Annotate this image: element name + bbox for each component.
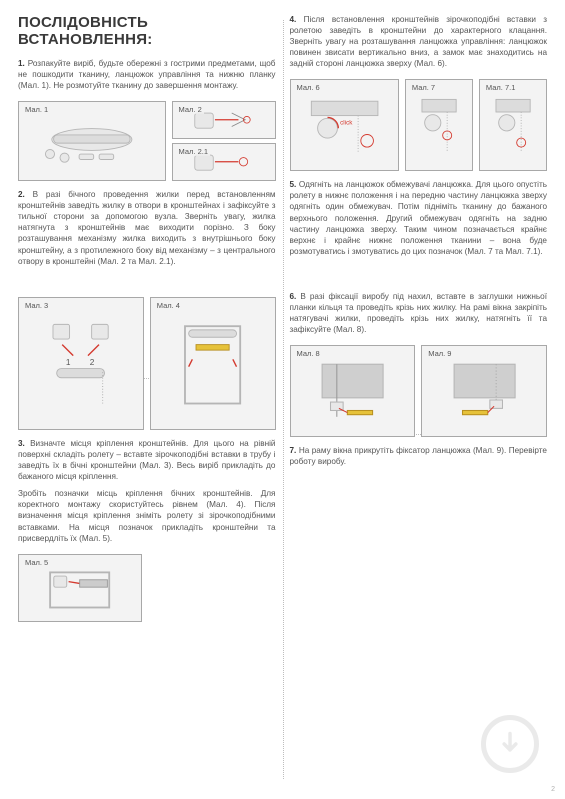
right-column: 4. Після встановлення кронштейнів зірочк… [290, 14, 548, 789]
drill-bracket-icon [28, 565, 131, 611]
watermark-icon [481, 715, 539, 773]
step-3: 3. Визначте місця кріплення кронштейнів.… [18, 438, 276, 482]
figure-7-1-caption: Мал. 7.1 [484, 83, 517, 92]
fig-row-6-7: Мал. 6 click Мал. 7 [290, 79, 548, 171]
figure-4-caption: Мал. 4 [155, 301, 182, 310]
assembly-icon: 1 2 [28, 317, 133, 409]
step-7: 7. На раму вікна прикрутіть фіксатор лан… [290, 445, 548, 467]
figure-7: Мал. 7 [405, 79, 473, 171]
step-1-num: 1. [18, 59, 25, 68]
tensioner-icon [300, 360, 405, 423]
step-3-text: Визначте місця кріплення кронштейнів. Дл… [18, 439, 276, 481]
figure-2-1: Мал. 2.1 [172, 143, 276, 181]
figure-5-caption: Мал. 5 [23, 558, 50, 567]
step-4-text: Після встановлення кронштейнів зірочкопо… [290, 15, 548, 68]
figure-6-caption: Мал. 6 [295, 83, 322, 92]
fig-row-8-9: Мал. 8 Мал. 9 [290, 345, 548, 437]
step-7-text: На раму вікна прикрутіть фіксатор ланцюж… [290, 446, 548, 466]
figure-8: Мал. 8 [290, 345, 416, 437]
figure-3-caption: Мал. 3 [23, 301, 50, 310]
figure-1-caption: Мал. 1 [23, 105, 50, 114]
step-2: 2. В разі бічного проведення жилки перед… [18, 189, 276, 266]
click-mount-icon: click [299, 94, 390, 157]
step-5: 5. Одягніть на ланцюжок обмежувачі ланцю… [290, 179, 548, 256]
chain-fixer-icon [432, 360, 537, 423]
step-6-text: В разі фіксації виробу під нахил, вставт… [290, 292, 548, 334]
figure-1: Мал. 1 [18, 101, 166, 181]
step-5-text: Одягніть на ланцюжок обмежувачі ланцюжка… [290, 180, 548, 255]
figure-5: Мал. 5 [18, 554, 142, 622]
level-marking-icon [160, 317, 265, 409]
step-1: 1. Розпакуйте виріб, будьте обережні з г… [18, 58, 276, 91]
step-6-num: 6. [290, 292, 297, 301]
left-column: ПОСЛІДОВНІСТЬ ВСТАНОВЛЕННЯ: 1. Розпакуйт… [18, 14, 276, 789]
step-4-num: 4. [290, 15, 297, 24]
figure-2-caption: Мал. 2 [177, 105, 204, 114]
fig-row-5: Мал. 5 [18, 554, 276, 622]
step-3b: Зробіть позначки місць кріплення бічних … [18, 488, 276, 543]
step-5-num: 5. [290, 180, 297, 189]
figure-7-caption: Мал. 7 [410, 83, 437, 92]
page-title: ПОСЛІДОВНІСТЬ ВСТАНОВЛЕННЯ: [18, 14, 276, 48]
figure-2-1-caption: Мал. 2.1 [177, 147, 210, 156]
limiter-back-icon [485, 94, 541, 157]
step-6: 6. В разі фіксації виробу під нахил, вст… [290, 291, 548, 335]
vertical-divider [283, 20, 284, 779]
figure-7-1: Мал. 7.1 [479, 79, 547, 171]
figure-6: Мал. 6 click [290, 79, 399, 171]
svg-text:1: 1 [66, 358, 71, 367]
figure-2: Мал. 2 [172, 101, 276, 139]
step-4: 4. Після встановлення кронштейнів зірочк… [290, 14, 548, 69]
step-3-num: 3. [18, 439, 25, 448]
fig-row-3-4: Мал. 3 1 2 Мал. 4 [18, 297, 276, 430]
limiter-front-icon [411, 94, 467, 157]
page-number: 2 [551, 786, 555, 793]
roller-parts-icon [30, 114, 154, 169]
step-7-num: 7. [290, 446, 297, 455]
figure-8-caption: Мал. 8 [295, 349, 322, 358]
click-label: click [340, 119, 353, 126]
step-2-text: В разі бічного проведення жилки перед вс… [18, 190, 276, 265]
step-2-num: 2. [18, 190, 25, 199]
figure-4: Мал. 4 [150, 297, 276, 430]
fig-row-1-2: Мал. 1 Мал. 2 [18, 101, 276, 181]
figure-9: Мал. 9 [421, 345, 547, 437]
figure-3: Мал. 3 1 2 [18, 297, 144, 430]
figure-9-caption: Мал. 9 [426, 349, 453, 358]
svg-text:2: 2 [90, 358, 95, 367]
step-1-text: Розпакуйте виріб, будьте обережні з гост… [18, 59, 276, 90]
